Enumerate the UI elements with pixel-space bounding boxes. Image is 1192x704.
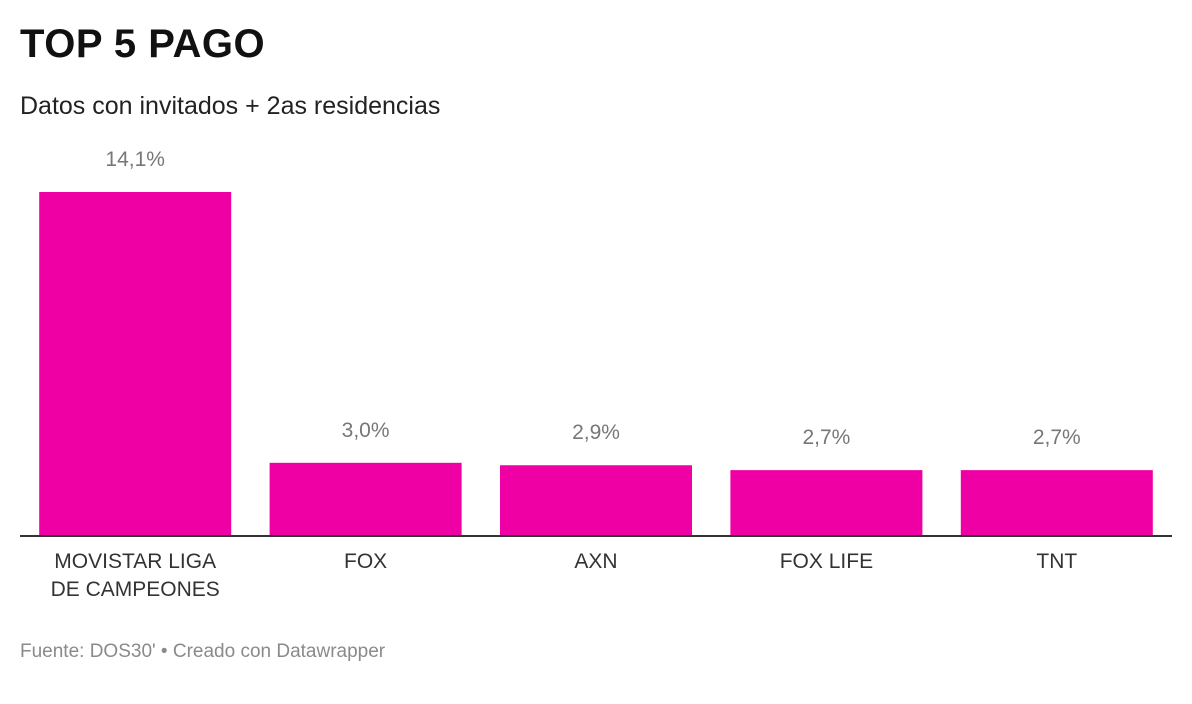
bar xyxy=(269,462,462,536)
bar-value-label: 3,0% xyxy=(342,419,390,442)
source-footer: Fuente: DOS30' • Creado con Datawrapper xyxy=(20,641,386,662)
bar xyxy=(960,470,1153,536)
bar-value-label: 2,7% xyxy=(802,426,850,449)
bar-value-label: 2,9% xyxy=(572,421,620,444)
category-label: FOX LIFE xyxy=(780,550,873,573)
bar xyxy=(730,470,923,536)
category-label: FOX xyxy=(344,550,387,573)
bar xyxy=(39,192,232,536)
category-label: MOVISTAR LIGA DE CAMPEONES xyxy=(51,550,220,601)
bar xyxy=(500,465,692,536)
category-label: AXN xyxy=(574,550,617,573)
bar-value-label: 14,1% xyxy=(105,148,165,171)
chart-title: TOP 5 PAGO xyxy=(20,22,266,66)
bar-value-label: 2,7% xyxy=(1033,426,1081,449)
bar-chart: 14,1% MOVISTAR LIGA DE CAMPEONES 3,0% FOX 2,9… xyxy=(20,148,1172,601)
category-label: TNT xyxy=(1036,550,1077,573)
chart-subtitle: Datos con invitados + 2as residencias xyxy=(20,92,441,120)
